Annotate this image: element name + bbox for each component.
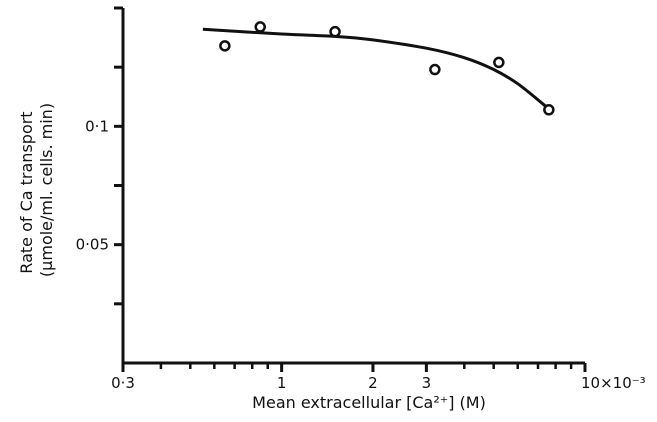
data-point-5 [493,56,505,69]
y-tick-label-0-1: 0·1 [85,117,109,135]
y-axis-label-line-2: (μmole/ml. cells. min) [37,103,56,277]
x-ticks [121,363,587,372]
data-point-6 [543,104,555,116]
y-tick-labels: 0·05 0·1 [76,117,109,253]
data-point-1 [219,40,231,52]
x-tick-labels: 0·3 1 2 3 10×10⁻³ [111,374,646,392]
y-axis-label-line-1: Rate of Ca transport [17,111,36,273]
y-axis-label: Rate of Ca transport (μmole/ml. cells. m… [17,103,56,277]
x-tick-label-3: 3 [422,374,432,392]
y-ticks [114,6,123,306]
x-tick-label-0-3: 0·3 [111,374,135,392]
data-points [219,21,555,116]
y-tick-label-0-05: 0·05 [76,236,109,254]
data-point-3 [329,25,341,38]
x-tick-label-2: 2 [368,374,378,392]
data-point-4 [429,63,441,76]
x-tick-label-1: 1 [277,374,287,392]
chart-axes [121,8,585,365]
data-point-2 [254,21,266,33]
x-tick-label-10: 10×10⁻³ [581,374,646,392]
x-axis-label: Mean extracellular [Ca²⁺] (M) [252,393,486,412]
fit-curve [202,27,549,109]
